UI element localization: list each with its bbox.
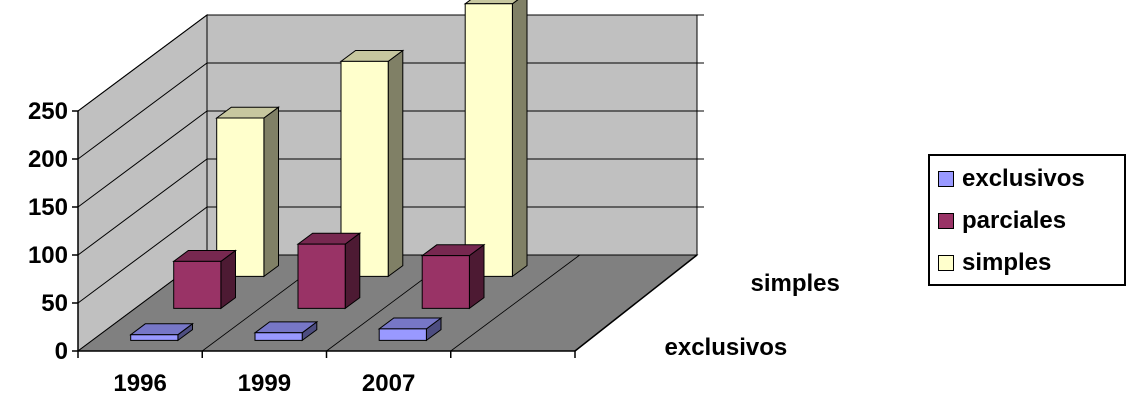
bar-parciales-1996 — [172, 249, 238, 310]
bar-front — [254, 332, 303, 341]
bar-exclusivos-2007 — [377, 317, 443, 342]
x-category-labels: 1996 1999 2007 — [77, 351, 576, 397]
bar-front — [340, 60, 389, 277]
back-wall — [206, 14, 698, 256]
gridline — [77, 62, 704, 160]
y-tick-label: 200 — [28, 146, 68, 173]
bar-side — [263, 106, 279, 278]
bar-front — [378, 328, 427, 341]
bar-parciales-2007 — [420, 243, 486, 310]
gridline — [77, 158, 704, 256]
bar-front — [173, 260, 222, 309]
bar-side — [344, 232, 361, 310]
y-tick-label: 50 — [41, 290, 68, 317]
x-category-label: 2007 — [362, 370, 415, 397]
legend-item-exclusivos: exclusivos — [938, 164, 1085, 194]
bar-simples-1999 — [339, 49, 405, 278]
y-tick-label: 150 — [28, 194, 68, 221]
bar-exclusivos-1999 — [253, 320, 319, 342]
y-tick-label: 250 — [28, 98, 68, 125]
legend-swatch-parciales — [938, 213, 954, 229]
bar-front — [421, 255, 470, 309]
legend-label: parciales — [962, 207, 1067, 234]
gridline — [77, 110, 704, 208]
depth-axis-line — [574, 254, 698, 352]
legend-label: exclusivos — [962, 165, 1085, 192]
bar-front — [464, 3, 513, 277]
legend-item-simples: simples — [938, 248, 1051, 278]
bars — [129, 0, 528, 342]
x-category-label: 1999 — [238, 370, 291, 397]
x-category-label: 1996 — [113, 370, 166, 397]
y-tick-labels: 0 50 100 150 200 250 — [28, 98, 78, 365]
bar-side — [511, 0, 528, 278]
legend: exclusivos parciales simples — [928, 154, 1126, 286]
bar-front — [130, 334, 179, 341]
gridline — [77, 14, 704, 112]
legend-item-parciales: parciales — [938, 206, 1066, 236]
bar-parciales-1999 — [296, 232, 362, 310]
bar-front — [297, 243, 346, 309]
depth-label: exclusivos — [665, 334, 788, 361]
bar-side — [387, 49, 404, 278]
bar-exclusivos-1996 — [129, 322, 195, 342]
legend-swatch-exclusivos — [938, 171, 954, 187]
y-tick-label: 100 — [28, 242, 68, 269]
bar-simples-1996 — [215, 106, 281, 278]
bar-front — [216, 117, 265, 277]
legend-swatch-simples — [938, 255, 954, 271]
legend-label: simples — [962, 249, 1052, 276]
y-tick-label: 0 — [55, 338, 68, 365]
gridline — [77, 206, 704, 304]
floor-divider — [450, 254, 580, 352]
depth-label: simples — [751, 270, 840, 297]
bar-simples-2007 — [463, 0, 528, 278]
depth-labels: exclusivos simples — [665, 270, 840, 361]
